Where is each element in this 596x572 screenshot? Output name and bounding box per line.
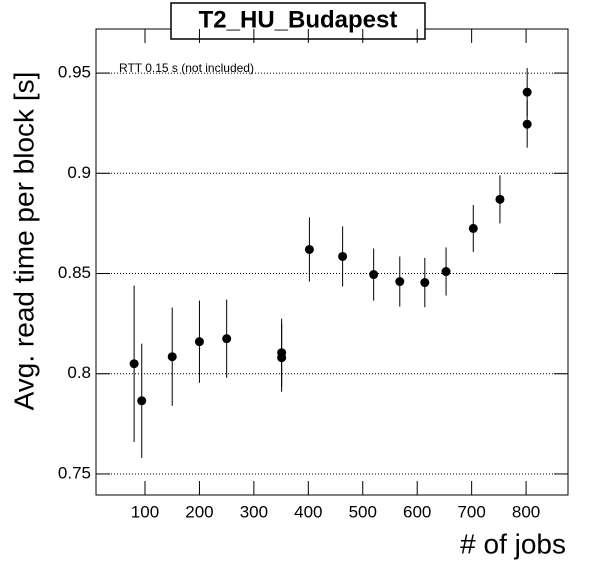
y-tick-label: 0.8 bbox=[67, 363, 91, 382]
x-tick-label: 700 bbox=[457, 502, 485, 521]
plot-frame bbox=[95, 28, 569, 496]
y-axis-label: Avg. read time per block [s] bbox=[8, 72, 39, 411]
x-tick-label: 500 bbox=[349, 502, 377, 521]
data-point bbox=[420, 278, 430, 288]
data-point bbox=[441, 267, 451, 277]
data-point bbox=[222, 334, 232, 344]
x-tick-label: 100 bbox=[131, 502, 159, 521]
data-point bbox=[167, 352, 177, 362]
data-point bbox=[129, 359, 139, 369]
x-tick-label: 800 bbox=[512, 502, 540, 521]
title-box bbox=[170, 2, 426, 40]
x-tick-label: 300 bbox=[240, 502, 268, 521]
data-point bbox=[137, 396, 147, 406]
y-tick-label: 0.75 bbox=[58, 463, 91, 482]
data-point bbox=[522, 119, 532, 129]
data-point bbox=[395, 277, 405, 287]
data-point bbox=[338, 251, 348, 261]
y-tick-label: 0.85 bbox=[58, 263, 91, 282]
data-point bbox=[194, 337, 204, 347]
data-point bbox=[522, 87, 532, 97]
data-point bbox=[495, 194, 505, 204]
chart-title: T2_HU_Budapest bbox=[199, 6, 398, 33]
annotation: RTT 0.15 s (not included) bbox=[119, 61, 254, 75]
x-axis-label: # of jobs bbox=[460, 528, 566, 559]
data-point bbox=[369, 270, 379, 280]
data-point bbox=[468, 223, 478, 233]
y-tick-label: 0.95 bbox=[58, 63, 91, 82]
data-point bbox=[277, 353, 287, 363]
data-point bbox=[304, 244, 314, 254]
x-tick-label: 200 bbox=[185, 502, 213, 521]
x-tick-label: 600 bbox=[403, 502, 431, 521]
x-tick-label: 400 bbox=[294, 502, 322, 521]
y-tick-label: 0.9 bbox=[67, 163, 91, 182]
